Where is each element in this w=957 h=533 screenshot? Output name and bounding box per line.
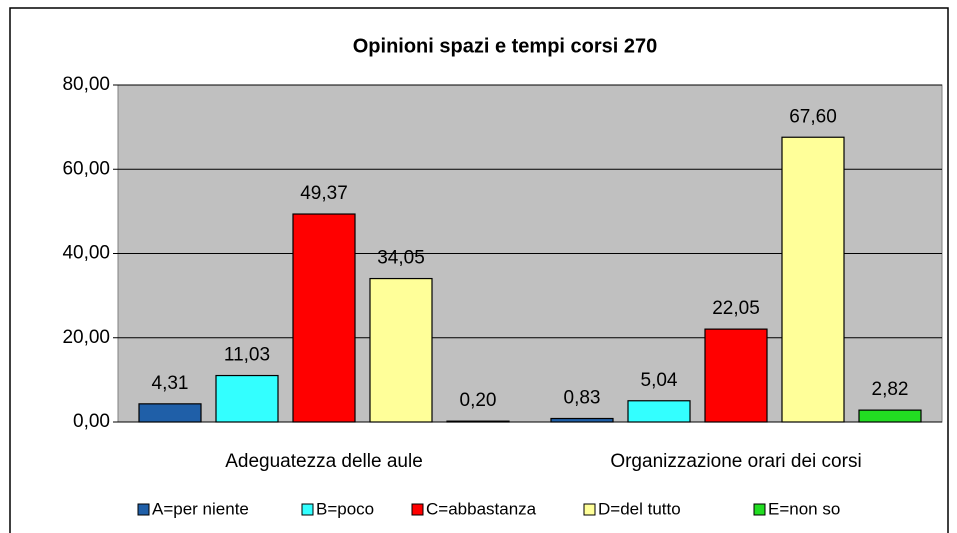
x-tick-label: Organizzazione orari dei corsi — [610, 451, 861, 472]
bar — [704, 328, 768, 423]
legend-swatch — [137, 503, 150, 516]
bar — [627, 400, 691, 423]
legend-label leg: D=del tutto — [598, 499, 681, 518]
legend-label leg: C=abbastanza — [426, 499, 537, 518]
legend-label leg: E=non so — [768, 499, 840, 518]
value-label: 5,04 — [641, 370, 678, 391]
bar — [138, 403, 202, 423]
bar — [550, 417, 614, 423]
value-label: 22,05 — [712, 298, 760, 319]
value-label: 2,82 — [872, 379, 909, 400]
bar — [292, 213, 356, 423]
value-label: 67,60 — [789, 106, 837, 127]
y-tick-label: 0,00 — [73, 411, 110, 432]
value-label: 34,05 — [377, 248, 425, 269]
bar — [369, 277, 433, 423]
bar — [446, 420, 510, 423]
chart-title: Opinioni spazi e tempi corsi 270 — [353, 35, 658, 57]
bar — [215, 374, 279, 423]
legend-swatch — [583, 503, 596, 516]
value-label: 0,20 — [460, 390, 497, 411]
y-tick-label: 40,00 — [62, 243, 110, 264]
legend-swatch — [753, 503, 766, 516]
value-label: 11,03 — [224, 345, 270, 366]
value-label: 0,83 — [564, 388, 601, 409]
bar — [858, 409, 922, 423]
x-tick-label: Adeguatezza delle aule — [225, 451, 423, 472]
y-tick-label: 80,00 — [62, 74, 110, 95]
value-label: 49,37 — [300, 183, 348, 204]
legend-swatch — [411, 503, 424, 516]
value-label: 4,31 — [152, 373, 189, 394]
legend-label leg: A=per niente — [152, 499, 249, 518]
y-tick-label: 60,00 — [62, 158, 110, 179]
legend-label leg: B=poco — [316, 499, 374, 518]
y-tick-label: 20,00 — [62, 327, 110, 348]
bar — [781, 136, 845, 423]
legend-swatch — [301, 503, 314, 516]
